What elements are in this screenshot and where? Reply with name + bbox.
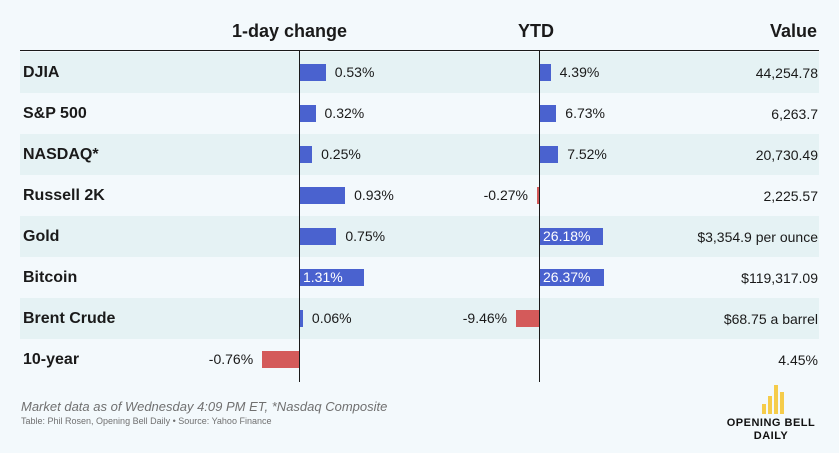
one-day-bar: [300, 310, 303, 327]
row-value: $3,354.9 per ounce: [697, 229, 818, 245]
table-row: Russell 2K 0.93% -0.27% 2,225.57: [20, 175, 819, 216]
header-rule: [20, 50, 819, 51]
table-row: 10-year -0.76% 4.45%: [20, 339, 819, 380]
footnote: Market data as of Wednesday 4:09 PM ET, …: [21, 399, 388, 414]
logo-line-2: DAILY: [753, 430, 789, 442]
row-name: S&P 500: [23, 105, 87, 122]
header-ytd: YTD: [518, 21, 554, 41]
one-day-bar: [262, 351, 299, 368]
table-row: DJIA 0.53% 4.39% 44,254.78: [20, 52, 819, 93]
row-value: $68.75 a barrel: [723, 311, 818, 327]
one-day-label: 0.32%: [324, 105, 365, 121]
ytd-label: 26.18%: [543, 228, 591, 244]
row-value: 6,263.7: [771, 106, 818, 122]
logo-line-1: OPENING BELL: [726, 417, 816, 429]
table-row: Brent Crude 0.06% -9.46% $68.75 a barrel: [20, 298, 819, 339]
row-value: $119,317.09: [741, 270, 818, 286]
ytd-bar: [540, 269, 604, 286]
row-name: Brent Crude: [23, 310, 116, 327]
header-value: Value: [769, 21, 817, 41]
row-value: 4.45%: [778, 352, 818, 368]
row-value: 2,225.57: [763, 188, 819, 204]
table-row: Bitcoin 1.31% 26.37% $119,317.09: [20, 257, 819, 298]
one-day-bar: [300, 64, 326, 81]
ytd-label: 7.52%: [567, 146, 607, 162]
one-day-bar: [300, 187, 346, 204]
bell-bars-icon: [762, 385, 784, 414]
opening-bell-daily-logo: OPENING BELL DAILY: [721, 382, 821, 442]
row-value: 44,254.78: [755, 65, 818, 81]
one-day-bar: [300, 228, 337, 245]
one-day-bar: [300, 269, 364, 286]
row-name: Gold: [23, 228, 60, 245]
ytd-bar: [540, 146, 559, 163]
row-name: 10-year: [23, 351, 80, 368]
row-name: Bitcoin: [23, 269, 78, 286]
one-day-label: -0.76%: [208, 351, 254, 367]
ytd-bar: [540, 105, 557, 122]
ytd-label: 6.73%: [565, 105, 605, 121]
one-day-label: 0.75%: [345, 228, 386, 244]
one-day-label: 0.93%: [354, 187, 394, 203]
ytd-bar: [540, 64, 551, 81]
row-name: Russell 2K: [23, 187, 105, 204]
table-row: S&P 500 0.32% 6.73% 6,263.7: [20, 93, 819, 134]
source-note: Table: Phil Rosen, Opening Bell Daily • …: [21, 416, 272, 426]
one-day-label: 0.06%: [311, 310, 352, 326]
table-row: Gold 0.75% 26.18% $3,354.9 per ounce: [20, 216, 819, 257]
row-name: NASDAQ*: [23, 146, 99, 163]
one-day-zero-axis: [299, 51, 300, 382]
ytd-label: -9.46%: [462, 310, 508, 326]
one-day-label: 1.31%: [303, 269, 343, 285]
one-day-bar: [300, 146, 313, 163]
ytd-zero-axis: [539, 51, 540, 382]
table-row: NASDAQ* 0.25% 7.52% 20,730.49: [20, 134, 819, 175]
one-day-bar: [300, 105, 316, 122]
ytd-bar: [516, 310, 539, 327]
one-day-label: 0.53%: [334, 64, 375, 80]
ytd-label: -0.27%: [483, 187, 528, 203]
ytd-bar: [540, 228, 604, 245]
ytd-bar: [537, 187, 539, 204]
row-value: 20,730.49: [755, 147, 818, 163]
ytd-label: 4.39%: [559, 64, 600, 80]
one-day-label: 0.25%: [321, 146, 361, 162]
row-name: DJIA: [23, 64, 60, 81]
header-one-day-change: 1-day change: [232, 21, 348, 41]
ytd-label: 26.37%: [543, 269, 591, 285]
